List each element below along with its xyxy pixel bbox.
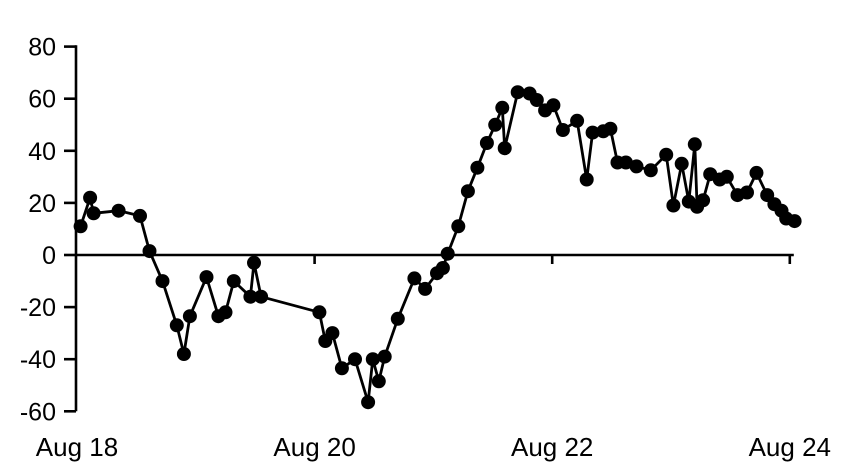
data-point xyxy=(83,190,98,205)
data-point xyxy=(629,159,644,174)
data-point xyxy=(674,156,689,171)
data-point xyxy=(243,289,258,304)
data-point xyxy=(470,160,485,175)
data-point xyxy=(348,352,362,367)
data-point xyxy=(73,219,88,234)
data-point xyxy=(546,98,561,113)
data-point xyxy=(749,165,764,180)
data-point xyxy=(334,361,349,376)
data-point xyxy=(603,121,618,136)
data-point xyxy=(371,374,386,389)
x-tick-label: Aug 18 xyxy=(36,432,118,462)
data-point xyxy=(435,261,450,275)
data-point xyxy=(247,255,261,270)
data-point xyxy=(440,246,455,261)
data-point xyxy=(510,85,525,100)
data-point xyxy=(218,305,233,320)
x-tick-label: Aug 22 xyxy=(511,432,593,462)
data-point xyxy=(643,163,658,178)
data-point xyxy=(86,206,101,221)
data-point xyxy=(529,93,544,107)
y-tick-label: 20 xyxy=(28,190,56,218)
data-point xyxy=(488,117,503,132)
data-point xyxy=(479,136,494,150)
x-tick-label: Aug 24 xyxy=(749,432,831,462)
y-tick-label: 60 xyxy=(28,86,56,114)
data-point xyxy=(418,281,433,296)
data-point xyxy=(787,214,802,229)
data-point xyxy=(497,141,512,156)
data-point xyxy=(361,395,376,410)
data-point xyxy=(133,208,147,223)
y-tick-label: -60 xyxy=(20,398,56,426)
data-point xyxy=(226,274,241,289)
data-point xyxy=(740,185,754,200)
data-point xyxy=(687,137,702,152)
data-point xyxy=(155,274,170,289)
data-point xyxy=(142,244,157,259)
data-point xyxy=(312,305,327,320)
data-point xyxy=(254,289,269,304)
data-point xyxy=(365,352,380,367)
data-point xyxy=(555,123,570,137)
data-point xyxy=(182,309,197,324)
data-point xyxy=(460,184,475,199)
data-point xyxy=(176,347,191,361)
x-tick-label: Aug 20 xyxy=(273,432,355,462)
data-point xyxy=(495,100,510,115)
y-tick-label: -40 xyxy=(20,346,56,374)
data-point xyxy=(719,169,734,184)
data-point xyxy=(579,172,594,187)
data-point xyxy=(570,113,585,128)
data-point xyxy=(169,318,184,333)
data-point xyxy=(659,147,674,162)
y-tick-label: 0 xyxy=(42,242,56,270)
y-tick-label: -20 xyxy=(20,294,56,322)
y-tick-label: 80 xyxy=(28,34,56,62)
data-point xyxy=(407,271,422,286)
data-point xyxy=(390,311,405,326)
data-point xyxy=(666,198,681,213)
data-point xyxy=(111,203,126,218)
data-point xyxy=(696,193,711,208)
data-point xyxy=(451,219,466,234)
data-point xyxy=(377,349,392,364)
data-point xyxy=(325,326,340,341)
data-point xyxy=(585,125,600,140)
y-tick-label: 40 xyxy=(28,138,56,166)
data-point xyxy=(618,155,633,170)
data-point xyxy=(199,270,214,285)
